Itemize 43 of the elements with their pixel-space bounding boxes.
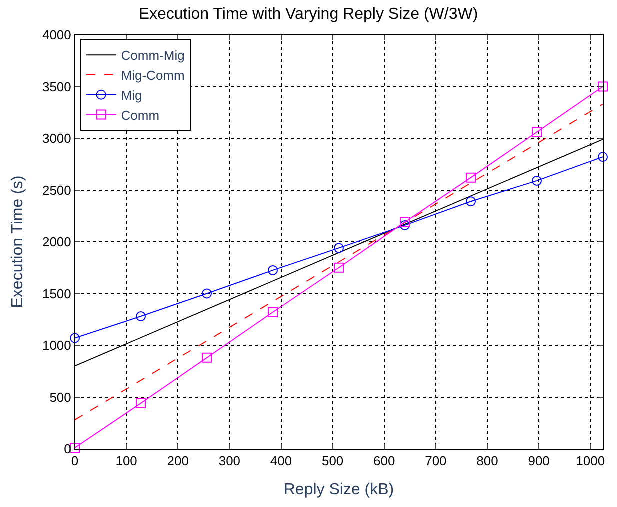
y-tick-label: 2500 xyxy=(42,182,72,198)
legend-label: Comm xyxy=(121,108,160,123)
y-tick-label: 500 xyxy=(50,390,72,405)
point xyxy=(268,307,278,318)
x-tick-label: 800 xyxy=(476,454,498,469)
legend-label: Mig-Comm xyxy=(121,68,185,84)
point xyxy=(466,196,476,207)
legend-label: Mig xyxy=(121,88,142,103)
x-tick-label: 600 xyxy=(374,454,396,469)
x-tick-label: 200 xyxy=(167,454,189,469)
legend-label: Comm-Mig xyxy=(121,48,185,64)
point xyxy=(202,288,212,299)
y-tick-label: 1000 xyxy=(42,338,72,354)
point xyxy=(70,333,80,344)
x-tick-label: 300 xyxy=(218,454,241,469)
x-axis-title: Reply Size (kB) xyxy=(284,481,394,498)
x-tick-label: 900 xyxy=(528,454,550,469)
x-tick-label: 1000 xyxy=(576,454,606,469)
point xyxy=(268,265,278,276)
y-tick-label: 1500 xyxy=(42,286,72,302)
y-tick-label: 2000 xyxy=(42,234,72,250)
point xyxy=(334,262,344,273)
point xyxy=(532,127,542,138)
point xyxy=(466,172,476,183)
point xyxy=(70,442,80,453)
y-tick-label: 3500 xyxy=(42,79,72,94)
point xyxy=(136,398,146,408)
x-tick-label: 500 xyxy=(322,454,344,469)
point xyxy=(598,82,608,92)
x-tick-label: 100 xyxy=(116,454,138,469)
point xyxy=(598,152,608,162)
y-tick-label: 4000 xyxy=(42,28,72,43)
point xyxy=(532,176,542,186)
point xyxy=(334,243,344,254)
y-axis-title: Execution Time (s) xyxy=(9,176,26,308)
point xyxy=(136,312,146,322)
point xyxy=(400,220,410,230)
chart-title: Execution Time with Varying Reply Size (W/3W) xyxy=(138,6,478,23)
y-tick-label: 3000 xyxy=(42,131,72,146)
point xyxy=(400,217,410,228)
x-tick-label: 400 xyxy=(270,454,292,469)
x-tick-label: 700 xyxy=(425,454,447,469)
point xyxy=(202,352,212,363)
